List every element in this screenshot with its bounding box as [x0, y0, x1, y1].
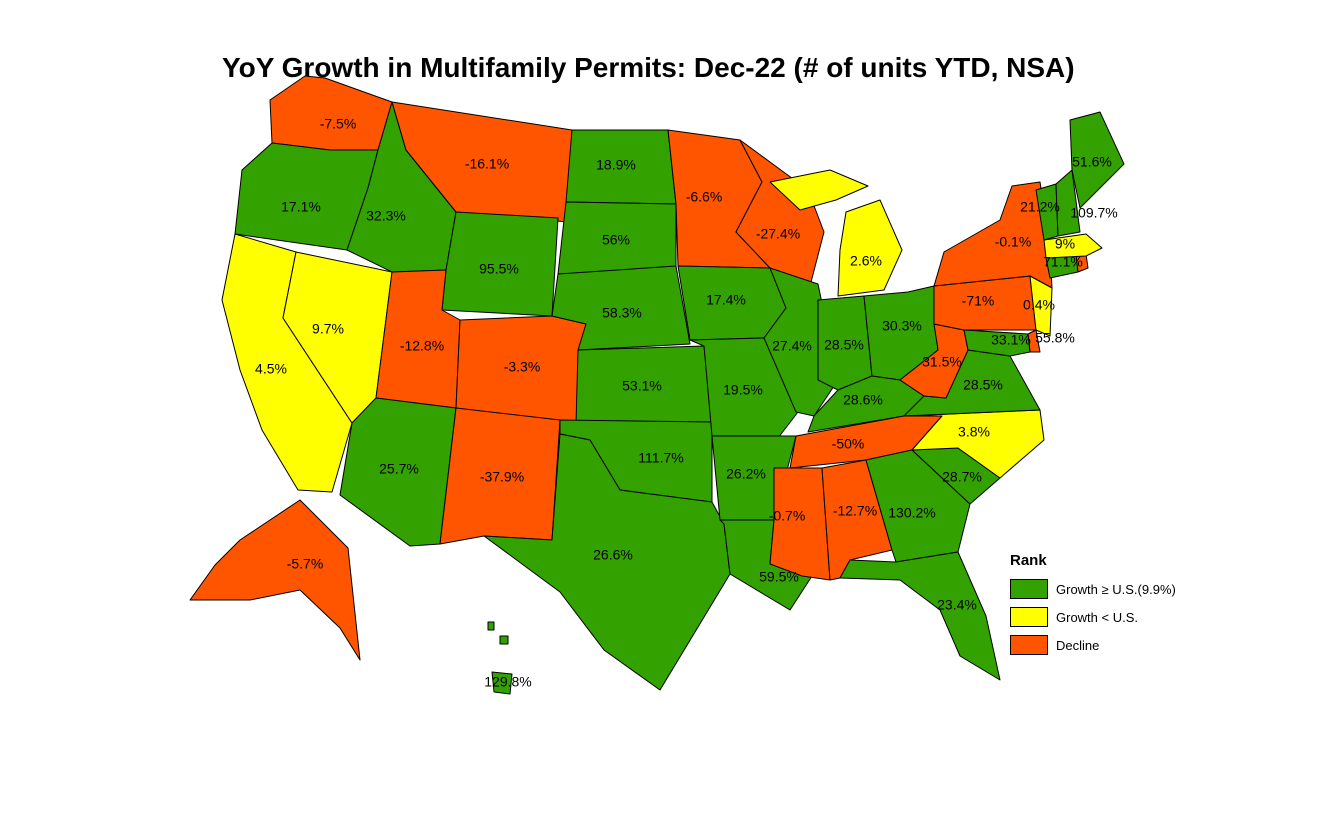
state-label-ok: 111.7% — [638, 450, 683, 466]
state-label-nd: 18.9% — [596, 157, 636, 173]
state-label-nm: -37.9% — [480, 469, 524, 485]
legend: Rank Growth ≥ U.S.(9.9%) Growth < U.S. D… — [1010, 552, 1176, 659]
state-label-or: 17.1% — [281, 199, 321, 215]
state-label-nv: 9.7% — [312, 321, 344, 337]
state-label-ga: 130.2% — [888, 505, 935, 521]
state-label-tn: -50% — [832, 436, 865, 452]
legend-title: Rank — [1010, 552, 1047, 569]
state-label-sd: 56% — [602, 232, 630, 248]
state-label-ar: 26.2% — [726, 466, 766, 482]
state-mi — [769, 169, 903, 297]
state-label-sc: 28.7% — [942, 469, 982, 485]
state-label-nc: 3.8% — [958, 424, 990, 440]
state-label-ms: -0.7% — [769, 508, 806, 524]
state-label-ct: 71.1% — [1043, 254, 1083, 270]
state-fl — [839, 551, 1001, 681]
state-label-ky: 28.6% — [843, 392, 883, 408]
state-label-tx: 26.6% — [593, 547, 633, 563]
state-tx — [483, 433, 731, 691]
state-label-il: 27.4% — [772, 338, 812, 354]
state-label-co: -3.3% — [504, 359, 541, 375]
legend-swatch-growth-below — [1010, 607, 1048, 627]
legend-label-growth-below: Growth < U.S. — [1056, 609, 1138, 625]
state-nc — [903, 409, 1045, 479]
state-label-va: 28.5% — [963, 377, 1003, 393]
state-label-ca: 4.5% — [255, 361, 287, 377]
state-nh — [1055, 169, 1081, 237]
legend-item-growth-above: Growth ≥ U.S.(9.9%) — [1010, 575, 1176, 603]
state-label-ny: -0.1% — [995, 234, 1032, 250]
state-label-ks: 53.1% — [622, 378, 662, 394]
state-label-wa: -7.5% — [320, 116, 357, 132]
state-ak — [189, 499, 361, 661]
state-label-oh: 30.3% — [882, 318, 922, 334]
state-wa — [269, 75, 393, 151]
state-label-mn: -6.6% — [686, 189, 723, 205]
state-label-mo: 19.5% — [723, 382, 763, 398]
state-md — [963, 329, 1031, 357]
state-label-md: 33.1% — [991, 332, 1031, 348]
state-label-mi: 2.6% — [850, 253, 882, 269]
labels-layer: -7.5% 17.1% 4.5% 9.7% 32.3% -16.1% 95.5% -12.8%… — [255, 116, 1118, 690]
state-nj — [1029, 275, 1053, 337]
state-label-wy: 95.5% — [479, 261, 519, 277]
state-label-nj: 0.4% — [1023, 297, 1055, 313]
state-label-vt: 21.2% — [1020, 199, 1060, 215]
state-label-ak: -5.7% — [287, 556, 324, 572]
state-label-la: 59.5% — [759, 569, 799, 585]
state-label-ma: 9% — [1055, 236, 1075, 252]
state-label-pa: -71% — [962, 293, 995, 309]
state-ms — [769, 467, 831, 581]
state-label-wv: 31.5% — [922, 354, 962, 370]
state-label-fl: 23.4% — [937, 597, 977, 613]
state-wy — [441, 211, 559, 317]
state-label-wi: -27.4% — [756, 226, 800, 242]
legend-swatch-growth-above — [1010, 579, 1048, 599]
legend-label-growth-above: Growth ≥ U.S.(9.9%) — [1056, 581, 1176, 597]
states-layer — [189, 75, 1125, 695]
map-title: YoY Growth in Multifamily Permits: Dec-2… — [222, 52, 1075, 83]
state-label-nh: 109.7% — [1070, 205, 1117, 221]
legend-label-decline: Decline — [1056, 637, 1100, 653]
state-label-in: 28.5% — [824, 337, 864, 353]
state-hi — [487, 621, 513, 695]
state-label-ia: 17.4% — [706, 292, 746, 308]
state-label-id: 32.3% — [366, 208, 406, 224]
state-me — [1069, 111, 1125, 209]
legend-item-growth-below: Growth < U.S. — [1010, 603, 1176, 631]
state-label-ut: -12.8% — [400, 338, 444, 354]
state-label-me: 51.6% — [1072, 154, 1112, 170]
state-label-mt: -16.1% — [465, 156, 509, 172]
state-label-de: 55.8% — [1035, 330, 1075, 346]
state-ma — [1043, 233, 1103, 259]
state-label-az: 25.7% — [379, 461, 419, 477]
state-label-al: -12.7% — [833, 503, 877, 519]
legend-item-decline: Decline — [1010, 631, 1176, 659]
legend-swatch-decline — [1010, 635, 1048, 655]
state-label-ne: 58.3% — [602, 305, 642, 321]
state-label-hi: 129.8% — [484, 674, 531, 690]
